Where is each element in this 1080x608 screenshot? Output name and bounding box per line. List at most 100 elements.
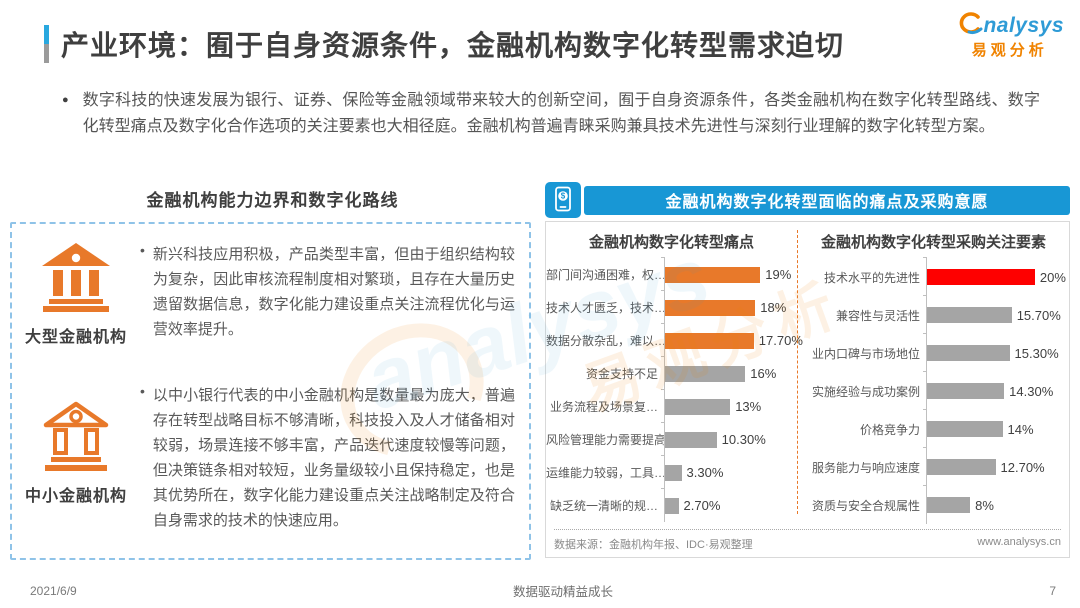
item-bullet: •	[140, 242, 145, 258]
bar-value: 13%	[735, 399, 762, 414]
bar	[665, 398, 731, 415]
bar-value: 16%	[750, 366, 777, 381]
brand-text-cn: 易观分析	[971, 41, 1048, 59]
page-title: 产业环境：囿于自身资源条件，金融机构数字化转型需求迫切	[61, 30, 845, 61]
vertical-separator	[797, 230, 798, 514]
bullet-icon: ●	[62, 94, 69, 106]
header: 产业环境：囿于自身资源条件，金融机构数字化转型需求迫切	[44, 24, 844, 64]
chart-row: 运维能力较弱，工具… 3.30%	[546, 455, 797, 489]
bar	[665, 464, 682, 481]
bar-track: 16%	[661, 356, 797, 390]
bar-label: 运维能力较弱，工具…	[546, 466, 667, 480]
bar-label: 服务能力与响应速度	[811, 460, 920, 475]
bar-label: 资金支持不足	[585, 367, 658, 381]
chart-row: 兼容性与灵活性 15.70%	[798, 295, 1069, 334]
chart-row: 实施经验与成功案例 14.30%	[798, 371, 1069, 410]
footer-date: 2021/6/9	[30, 583, 77, 598]
data-source: 数据来源：金融机构年报、IDC·易观整理	[554, 539, 753, 551]
chart-row: 部门间沟通困难，权… 19%	[546, 257, 797, 291]
svg-text:$: $	[561, 192, 566, 201]
chart-row: 价格竞争力 14%	[798, 409, 1069, 448]
bar-track: 19%	[661, 257, 797, 291]
bar-label: 价格竞争力	[859, 422, 920, 437]
bar	[927, 459, 996, 475]
banner-title: 金融机构数字化转型面临的痛点及采购意愿	[584, 185, 1070, 215]
bar	[665, 365, 746, 382]
bar-label: 业务流程及场景复…	[549, 400, 658, 414]
bank-outline-icon	[38, 401, 114, 475]
bar	[665, 497, 679, 514]
bar-value: 19%	[765, 267, 792, 282]
bar-track: 14%	[923, 409, 1069, 448]
chart-row: 技术人才匮乏，技术… 18%	[546, 290, 797, 324]
panel-banner: $ 金融机构数字化转型面临的痛点及采购意愿	[545, 182, 1070, 218]
mobile-payment-icon: $	[545, 182, 581, 218]
bar-label: 技术人才匮乏，技术…	[546, 301, 667, 315]
bar-track: 14.30%	[923, 371, 1069, 410]
bar-label: 兼容性与灵活性	[835, 308, 920, 323]
bar	[665, 299, 756, 316]
brand-logo: nalysys 易观分析	[955, 10, 1064, 59]
bar-value: 18%	[760, 300, 787, 315]
intro-paragraph: ● 数字科技的快速发展为银行、证券、保险等金融领域带来较大的创新空间，囿于自身资…	[62, 88, 1040, 140]
chart-row: 缺乏统一清晰的规… 2.70%	[546, 488, 797, 522]
analysys-swirl-icon	[955, 10, 983, 41]
chart-purchase-factors: 金融机构数字化转型采购关注要素 技术水平的先进性 20% 兼容性与灵活性 15.70%…	[798, 228, 1069, 524]
item-bullet: •	[140, 383, 145, 399]
footer-page-number: 7	[1049, 583, 1056, 598]
bar-value: 14%	[1007, 421, 1034, 437]
bar-label: 业内口碑与市场地位	[811, 346, 920, 361]
slide-footer: 2021/6/9 数据驱动精益成长 7	[30, 581, 1056, 600]
bar-label: 部门间沟通困难，权…	[546, 268, 667, 282]
bar-track: 2.70%	[661, 488, 797, 522]
bar-track: 12.70%	[923, 447, 1069, 486]
bar-track: 15.70%	[923, 295, 1069, 334]
bar-value: 12.70%	[1000, 459, 1045, 475]
chart-row: 资金支持不足 16%	[546, 356, 797, 390]
institution-item-large: 大型金融机构 • 新兴科技应用积极，产品类型丰富，但由于组织结构较为复杂，因此审…	[12, 240, 529, 347]
bar-value: 15.70%	[1016, 307, 1061, 323]
chart-row: 业内口碑与市场地位 15.30%	[798, 333, 1069, 372]
bar-value: 17.70%	[758, 333, 803, 348]
bar	[665, 266, 761, 283]
bar	[927, 345, 1010, 361]
chart-row: 风险管理能力需要提高 10.30%	[546, 422, 797, 456]
institution-label: 大型金融机构	[24, 329, 127, 346]
bar-track: 3.30%	[661, 455, 797, 489]
website-url: www.analysys.cn	[977, 536, 1061, 548]
bar	[665, 332, 754, 349]
bar	[665, 431, 717, 448]
bar-label: 实施经验与成功案例	[811, 384, 920, 399]
pain-points-panel: 金融机构数字化转型痛点 部门间沟通困难，权… 19% 技术人才匮乏，技术… 18% 数据…	[545, 221, 1070, 558]
bar-value: 14.30%	[1009, 383, 1054, 399]
bar-value: 10.30%	[721, 432, 766, 447]
bank-solid-icon	[38, 243, 114, 316]
bar-track: 10.30%	[661, 422, 797, 456]
bar-track: 20%	[923, 257, 1069, 296]
bar-label: 资质与安全合规属性	[811, 498, 920, 513]
chart-title: 金融机构数字化转型痛点	[588, 234, 754, 251]
bar-label: 数据分散杂乱，难以…	[546, 334, 667, 348]
institution-desc: 新兴科技应用积极，产品类型丰富，但由于组织结构较为复杂，因此审核流程制度相对繁琐…	[152, 246, 515, 338]
bar-track: 18%	[661, 290, 797, 324]
chart-row: 业务流程及场景复… 13%	[546, 389, 797, 423]
bar-value: 15.30%	[1014, 345, 1059, 361]
bar-value: 2.70%	[683, 498, 721, 513]
intro-text: 数字科技的快速发展为银行、证券、保险等金融领域带来较大的创新空间，囿于自身资源条…	[82, 92, 1040, 135]
chart-row: 服务能力与响应速度 12.70%	[798, 447, 1069, 486]
institution-label: 中小金融机构	[24, 488, 127, 505]
bar-value: 20%	[1039, 269, 1066, 285]
bar-track: 17.70%	[661, 323, 803, 357]
chart-row: 技术水平的先进性 20%	[798, 257, 1069, 296]
chart-title: 金融机构数字化转型采购关注要素	[820, 234, 1046, 251]
bar	[927, 383, 1005, 399]
chart-row: 资质与安全合规属性 8%	[798, 485, 1069, 524]
footer-slogan: 数据驱动精益成长	[513, 585, 614, 599]
bar	[927, 269, 1035, 285]
chart-row: 数据分散杂乱，难以… 17.70%	[546, 323, 803, 357]
bar-track: 13%	[661, 389, 797, 423]
institution-desc: 以中小银行代表的中小金融机构是数量最为庞大，普遍存在转型战略目标不够清晰，科技投…	[152, 387, 515, 529]
left-section-title: 金融机构能力边界和数字化路线	[146, 191, 399, 210]
brand-text: nalysys	[983, 13, 1064, 37]
